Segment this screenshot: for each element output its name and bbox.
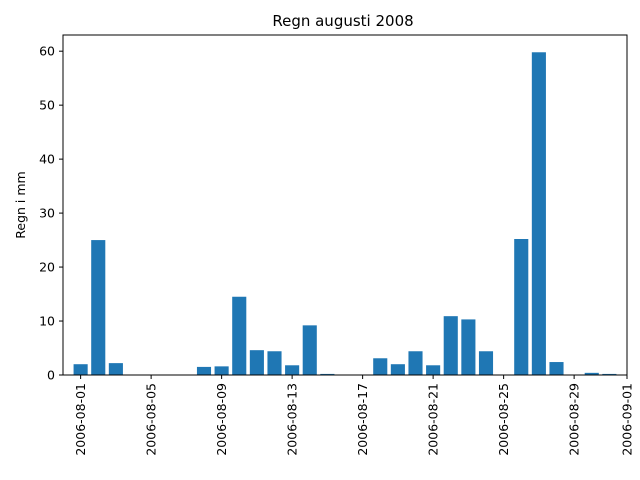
x-axis-ticks: 2006-08-01 2006-08-05 2006-08-09 2006-08-13… <box>73 375 635 456</box>
bar-2006-08-02 <box>91 240 106 375</box>
bar-2006-08-22 <box>443 316 458 375</box>
bar-2006-08-28 <box>549 362 564 375</box>
bar-2006-08-18 <box>373 358 388 375</box>
x-tick-label: 2006-08-13 <box>285 383 300 456</box>
chart-title: Regn augusti 2008 <box>272 12 413 30</box>
y-axis-label: Regn i mm <box>13 171 28 238</box>
y-axis-ticks: 0 10 20 30 40 50 60 <box>39 44 63 383</box>
y-tick-label: 60 <box>39 44 55 59</box>
bar-2006-08-24 <box>478 351 494 375</box>
y-tick-label: 50 <box>39 98 55 113</box>
y-tick-label: 0 <box>47 368 55 383</box>
bar-2006-08-15 <box>320 373 335 375</box>
bar-2006-08-20 <box>408 351 423 375</box>
bar-2006-08-09 <box>214 366 229 375</box>
x-tick-label: 2006-08-21 <box>426 383 441 456</box>
bar-2006-08-19 <box>390 364 405 375</box>
bar-2006-08-01 <box>73 364 88 375</box>
x-tick-label: 2006-08-09 <box>214 383 229 456</box>
x-tick-label: 2006-08-01 <box>73 383 88 456</box>
bar-2006-08-23 <box>461 319 476 375</box>
x-tick-label: 2006-08-29 <box>567 383 582 456</box>
bar-2006-08-12 <box>267 351 282 375</box>
x-tick-label: 2006-08-25 <box>496 383 511 456</box>
bar-2006-08-13 <box>285 365 300 375</box>
bar-2006-08-31 <box>602 373 617 375</box>
bar-2006-08-30 <box>584 372 599 375</box>
y-tick-label: 10 <box>39 314 55 329</box>
y-tick-label: 30 <box>39 206 55 221</box>
bar-2006-08-11 <box>249 350 264 375</box>
plot-frame <box>62 34 628 376</box>
x-tick-label: 2006-09-01 <box>620 383 635 456</box>
bar-2006-08-03 <box>108 363 123 375</box>
bar-2006-08-27 <box>531 52 546 376</box>
bar-2006-08-10 <box>232 296 247 375</box>
bar-2006-08-26 <box>514 239 529 375</box>
x-tick-label: 2006-08-05 <box>144 383 159 456</box>
x-tick-label: 2006-08-17 <box>355 383 370 456</box>
bar-2006-08-21 <box>426 365 441 375</box>
bars-group <box>73 52 617 376</box>
y-tick-label: 40 <box>39 152 55 167</box>
bar-2006-08-14 <box>302 325 317 375</box>
y-tick-label: 20 <box>39 260 55 275</box>
bar-2006-08-08 <box>196 366 212 375</box>
